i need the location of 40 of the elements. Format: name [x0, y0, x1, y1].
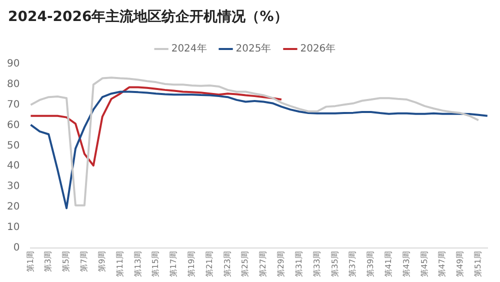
y-tick-label: 40 — [6, 160, 20, 172]
x-tick-label: 第13周 — [133, 250, 142, 278]
y-tick-label: 50 — [6, 140, 20, 152]
x-tick-label: 第29周 — [276, 250, 286, 278]
y-tick-label: 90 — [6, 58, 20, 70]
legend-label: 2025年 — [236, 42, 272, 55]
x-tick-label: 第23周 — [222, 250, 232, 278]
x-tick-label: 第25周 — [240, 250, 250, 278]
y-tick-label: 80 — [6, 79, 20, 90]
chart-title: 2024-2026年主流地区纺企开机情况（%） — [8, 8, 288, 26]
y-tick-label: 60 — [6, 120, 20, 131]
y-tick-label: 30 — [6, 181, 20, 192]
y-tick-label: 10 — [6, 222, 20, 233]
y-tick-label: 70 — [6, 99, 20, 110]
x-tick-label: 第17周 — [169, 250, 178, 278]
x-tick-label: 第5周 — [62, 250, 71, 272]
x-tick-label: 第47周 — [438, 250, 447, 278]
x-tick-label: 第1周 — [26, 250, 35, 272]
y-tick-label: 20 — [6, 202, 20, 213]
legend-label: 2026年 — [300, 42, 336, 55]
x-tick-label: 第35周 — [330, 250, 340, 278]
x-tick-label: 第33周 — [312, 250, 322, 278]
x-tick-label: 第27周 — [258, 250, 268, 278]
x-tick-label: 第31周 — [294, 250, 304, 278]
x-tick-label: 第7周 — [80, 250, 89, 272]
x-tick-label: 第21周 — [204, 250, 214, 278]
x-tick-label: 第37周 — [348, 250, 358, 278]
x-tick-label: 第39周 — [366, 250, 376, 278]
x-tick-label: 第45周 — [420, 250, 429, 278]
x-tick-label: 第51周 — [474, 250, 483, 278]
y-tick-label: 0 — [13, 242, 20, 254]
x-tick-label: 第49周 — [456, 250, 465, 278]
x-tick-label: 第19周 — [186, 250, 196, 278]
x-tick-label: 第41周 — [384, 250, 393, 278]
x-tick-label: 第15周 — [151, 250, 160, 278]
x-tick-label: 第11周 — [115, 250, 124, 278]
x-tick-label: 第43周 — [402, 250, 411, 278]
x-tick-label: 第9周 — [97, 250, 106, 272]
legend-label: 2024年 — [171, 42, 207, 55]
x-tick-label: 第3周 — [44, 250, 53, 272]
